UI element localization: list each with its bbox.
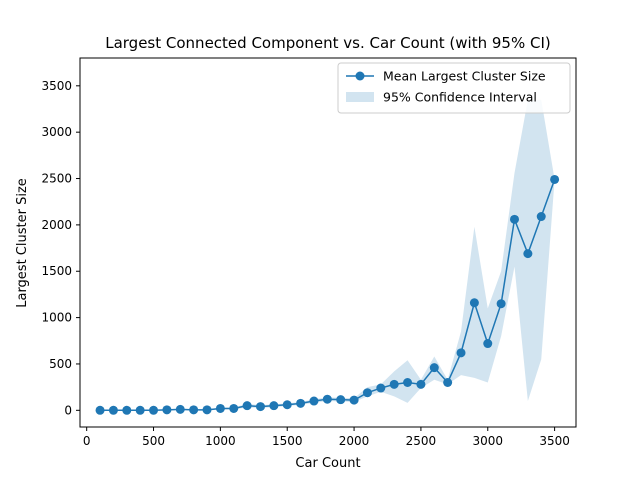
x-tick-label-3000: 3000	[472, 434, 503, 448]
y-axis-ticks: 0 500 1000 1500 2000 2500 3000 3500	[41, 79, 80, 417]
data-point-600	[162, 405, 172, 415]
data-point-2500	[416, 379, 426, 389]
data-point-2700	[443, 378, 453, 387]
x-axis-label: Car Count	[295, 456, 360, 471]
data-point-400	[135, 405, 145, 415]
data-point-2300	[389, 379, 399, 389]
plot-area	[95, 99, 560, 415]
data-point-900	[202, 405, 212, 415]
y-tick-label-2000: 2000	[41, 218, 72, 232]
data-point-500	[149, 405, 159, 415]
data-point-1900	[336, 395, 346, 405]
data-point-2100	[362, 388, 372, 398]
data-point-1100	[229, 403, 239, 413]
legend: Mean Largest Cluster Size 95% Confidence…	[337, 62, 571, 114]
x-tick-label-3500: 3500	[539, 434, 570, 448]
data-point-300	[122, 405, 132, 415]
data-point-100	[95, 405, 105, 415]
data-point-700	[175, 404, 185, 414]
x-tick-label-1000: 1000	[205, 434, 236, 448]
x-tick-label-0: 0	[83, 434, 91, 448]
y-tick-label-3000: 3000	[41, 125, 72, 139]
data-point-3100	[496, 299, 506, 309]
y-tick-label-1000: 1000	[41, 311, 72, 325]
data-point-3400	[536, 212, 546, 222]
legend-box	[337, 62, 571, 114]
data-point-3200	[510, 214, 519, 224]
x-tick-label-2500: 2500	[406, 434, 437, 448]
data-point-1000	[215, 403, 225, 413]
data-point-1700	[309, 396, 319, 406]
chart-title: Largest Connected Component vs. Car Coun…	[105, 34, 551, 52]
x-tick-label-2000: 2000	[339, 434, 370, 448]
axes-frame	[79, 57, 577, 428]
data-point-1200	[242, 401, 252, 411]
y-tick-label-2500: 2500	[41, 172, 72, 186]
legend-entry-mean: Mean Largest Cluster Size	[383, 69, 546, 84]
legend-entry-ci: 95% Confidence Interval	[383, 90, 537, 105]
legend-band-swatch	[346, 92, 374, 102]
y-tick-label-0: 0	[64, 403, 72, 417]
legend-marker-swatch	[355, 71, 365, 81]
data-point-3300	[523, 249, 533, 259]
data-point-1300	[255, 402, 265, 412]
data-point-800	[189, 405, 199, 415]
data-point-2000	[349, 395, 359, 405]
x-tick-label-500: 500	[142, 434, 165, 448]
data-point-1800	[322, 394, 332, 404]
data-point-1600	[296, 398, 306, 408]
data-point-200	[108, 405, 118, 415]
mean-series-markers	[95, 174, 560, 415]
data-point-1500	[282, 400, 292, 410]
y-tick-label-500: 500	[49, 357, 72, 371]
data-point-2600	[429, 363, 439, 373]
y-tick-label-1500: 1500	[41, 264, 72, 278]
y-axis-label: Largest Cluster Size	[15, 178, 30, 308]
data-point-1400	[269, 401, 279, 411]
data-point-3500	[550, 174, 560, 184]
data-point-3000	[483, 339, 493, 349]
data-point-2800	[456, 348, 466, 358]
x-axis-ticks: 0 500 1000 1500 2000 2500 3000 3500	[83, 427, 570, 448]
data-point-2200	[376, 383, 386, 393]
x-tick-label-1500: 1500	[272, 434, 303, 448]
data-point-2400	[403, 378, 413, 387]
data-point-2900	[469, 298, 479, 308]
y-tick-label-3500: 3500	[41, 79, 72, 93]
